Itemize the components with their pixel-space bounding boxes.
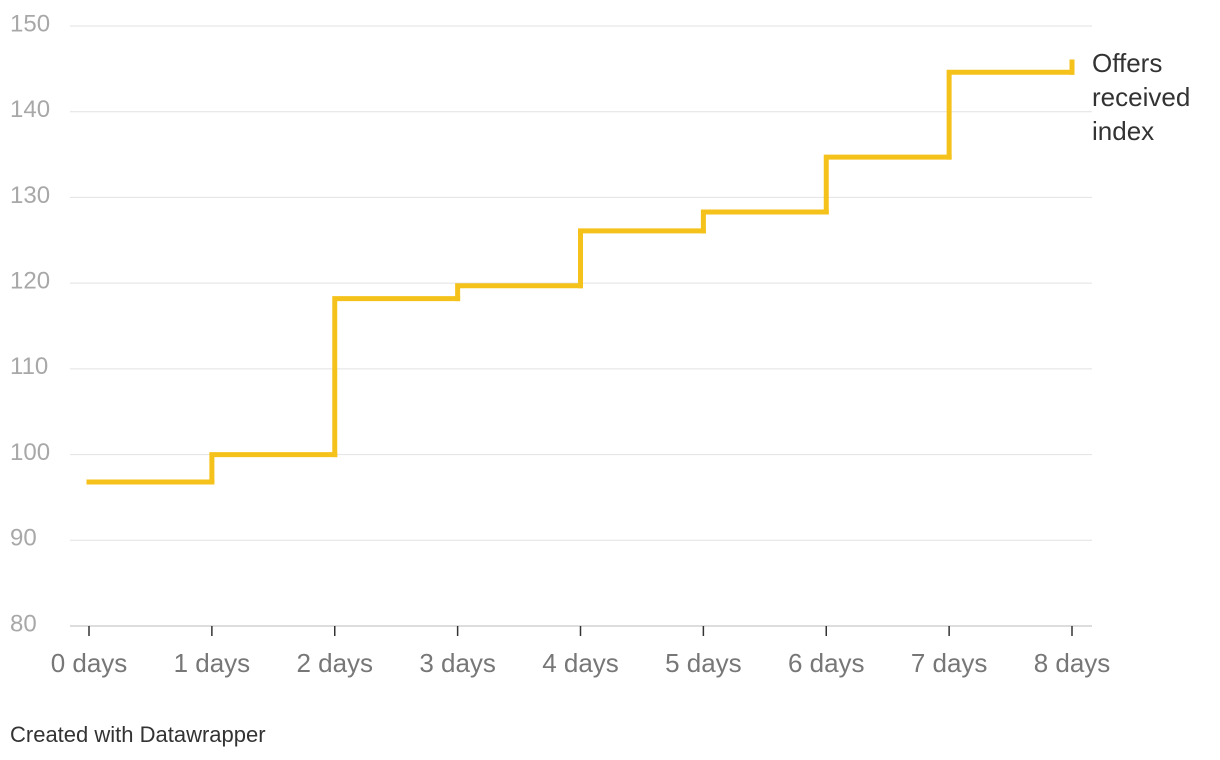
x-tick-label: 0 days [51,648,128,678]
series-label: Offers received index [1092,48,1191,146]
step-segment [946,69,1075,160]
step-segment [823,154,952,215]
y-tick-label: 120 [10,267,50,294]
y-tick-label: 150 [10,10,50,37]
x-tick-label: 6 days [788,648,865,678]
x-tick-label: 8 days [1034,648,1111,678]
step-segment [578,228,706,289]
step-segment [332,296,461,458]
step-segment [700,209,829,234]
x-tick-label: 1 days [174,648,251,678]
step-segment [455,283,583,302]
footer: Created with Datawrapper [10,722,266,747]
y-tick-label: 140 [10,96,50,123]
x-tick-label: 5 days [665,648,742,678]
y-tick-label: 80 [10,610,37,637]
x-tick-label: 7 days [911,648,988,678]
step-segment [209,452,338,485]
y-tick-label: 110 [10,353,48,380]
y-tick-label: 100 [10,439,50,466]
y-tick-label: 130 [10,182,50,209]
y-tick-label: 90 [10,525,37,552]
x-tick-label: 4 days [542,648,619,678]
x-tick-label: 3 days [419,648,496,678]
x-tick-label: 2 days [296,648,373,678]
